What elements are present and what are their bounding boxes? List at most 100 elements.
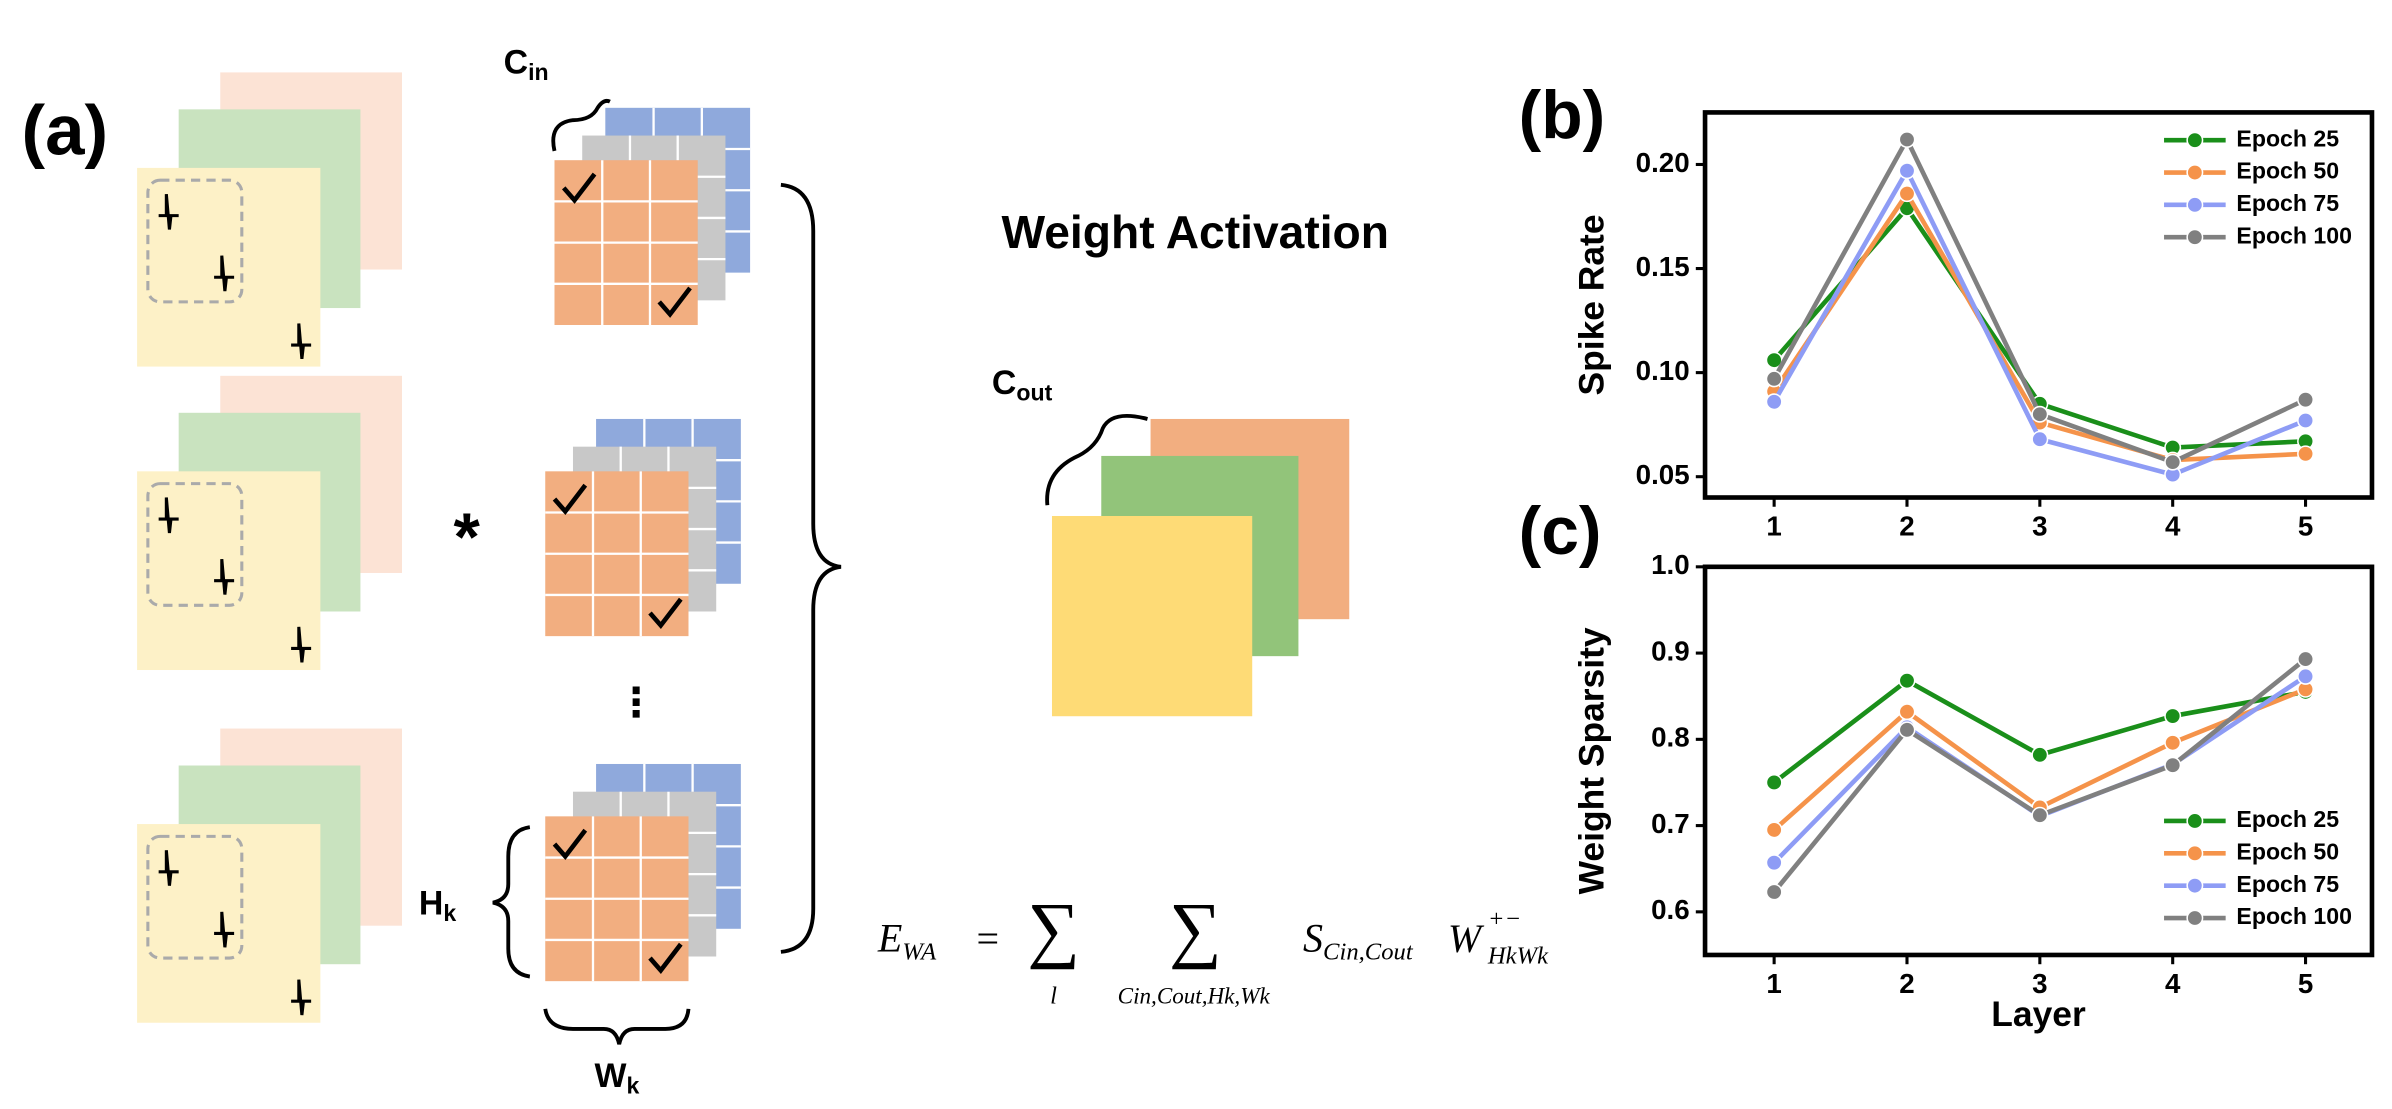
- spike-icon: [214, 911, 235, 948]
- label-base: C: [992, 364, 1016, 402]
- data-point: [2297, 445, 2315, 463]
- data-point: [2164, 756, 2182, 774]
- data-point: [1765, 351, 1783, 369]
- brace: [1045, 413, 1148, 506]
- check-mark: [552, 828, 588, 861]
- legend-label: Epoch 100: [2236, 903, 2352, 929]
- data-point: [1898, 703, 1916, 721]
- legend-label: Epoch 25: [2236, 125, 2339, 151]
- x-tick-label: 3: [2032, 968, 2047, 999]
- feature-map: [137, 167, 321, 367]
- y-tick-label: 0.9: [1651, 635, 1690, 666]
- y-axis-label: Weight Sparsity: [1572, 627, 1612, 894]
- y-tick-label: 0.8: [1651, 722, 1690, 753]
- x-tick-label: 1: [1766, 511, 1781, 542]
- legend-label: Epoch 50: [2236, 838, 2339, 864]
- output-map: [1051, 515, 1253, 717]
- spike-icon: [214, 558, 235, 595]
- legend-label: Epoch 100: [2236, 222, 2352, 248]
- data-point: [2297, 412, 2315, 429]
- data-point: [1765, 883, 1783, 901]
- receptive-field: [146, 178, 244, 304]
- sum-index: Cin,Cout,Hk,Wk: [1118, 982, 1271, 1008]
- superscript: +−: [1488, 906, 1521, 933]
- brace: [780, 182, 842, 954]
- legend-label: Epoch 75: [2236, 871, 2339, 897]
- ellipsis: ⋮: [616, 681, 656, 725]
- sum-index: l: [1050, 983, 1057, 1010]
- data-point: [2031, 746, 2049, 764]
- subscript: Cin,Cout: [1323, 938, 1414, 965]
- check-mark: [648, 942, 683, 975]
- data-point: [2031, 430, 2049, 448]
- formula-term: W: [1448, 916, 1485, 961]
- x-tick-label: 3: [2032, 511, 2047, 542]
- data-point: [1898, 185, 1916, 203]
- x-tick-label: 5: [2298, 511, 2313, 542]
- receptive-field: [146, 834, 244, 960]
- label-sub: in: [528, 59, 549, 85]
- legend-swatch-marker: [2186, 228, 2204, 246]
- x-tick-label: 1: [1766, 968, 1781, 999]
- legend-swatch-marker: [2186, 131, 2204, 149]
- subscript: HkWk: [1487, 943, 1549, 970]
- legend-label: Epoch 50: [2236, 158, 2339, 184]
- data-point: [2164, 707, 2182, 725]
- data-point: [2297, 667, 2315, 685]
- check-mark: [648, 597, 683, 629]
- data-point: [2297, 650, 2315, 668]
- legend-label: Epoch 25: [2236, 806, 2339, 832]
- formula-term: SCin,Cout: [1303, 916, 1414, 965]
- formula-lhs: EWA: [877, 916, 937, 965]
- data-point: [1765, 821, 1783, 839]
- check-mark: [552, 483, 588, 516]
- y-tick-label: 0.6: [1651, 894, 1690, 925]
- data-point: [1765, 393, 1783, 411]
- spike-icon: [158, 193, 179, 230]
- data-point: [2164, 453, 2182, 471]
- brace: [543, 1008, 691, 1045]
- data-point: [2031, 405, 2049, 423]
- check-mark: [561, 172, 597, 204]
- h-k-label: Hk: [419, 885, 456, 926]
- spike-icon: [158, 497, 179, 534]
- symbol: E: [877, 916, 902, 961]
- check-mark: [657, 286, 692, 318]
- label-sub: k: [627, 1073, 640, 1099]
- label-base: W: [595, 1057, 627, 1095]
- x-tick-label: 4: [2165, 511, 2181, 542]
- sum-symbol: ∑: [1169, 887, 1222, 969]
- legend-swatch-marker: [2186, 812, 2204, 830]
- y-axis-label: Spike Rate: [1572, 214, 1612, 395]
- line-chart: 0.6 0.7 0.8 0.9 1.0 1 2 3 4 5 Weight Sparsity Layer…: [1572, 549, 2375, 1034]
- legend-swatch-marker: [2186, 877, 2204, 895]
- x-tick-label: 5: [2298, 968, 2313, 999]
- legend-label: Epoch 75: [2236, 190, 2339, 216]
- x-tick-label: 2: [1899, 511, 1914, 542]
- label-base: H: [419, 885, 443, 923]
- symbol: S: [1303, 916, 1323, 961]
- diagram: [137, 72, 1350, 1045]
- data-point: [1898, 131, 1916, 148]
- y-tick-label: 0.15: [1636, 251, 1690, 282]
- feature-map: [137, 824, 321, 1023]
- data-point: [2164, 734, 2182, 752]
- sum-symbol: ∑: [1027, 887, 1080, 969]
- y-tick-label: 1.0: [1651, 549, 1690, 580]
- y-tick-label: 0.7: [1651, 808, 1690, 839]
- data-point: [1898, 162, 1916, 180]
- brace: [551, 98, 611, 152]
- spike-icon: [291, 323, 312, 360]
- legend-swatch-marker: [2186, 844, 2204, 862]
- y-tick-label: 0.10: [1636, 355, 1690, 386]
- diagram-title: Weight Activation: [1001, 206, 1388, 258]
- label-sub: out: [1016, 379, 1052, 405]
- c-in-label: Cin: [504, 44, 549, 85]
- label-sub: k: [443, 900, 456, 926]
- spike-icon: [158, 850, 179, 886]
- formula: EWA = ∑ l ∑ Cin,Cout,Hk,Wk SCin,Cout W +…: [877, 887, 1549, 1009]
- panel-label: (a): [22, 91, 109, 170]
- panel-label: (b): [1519, 78, 1606, 153]
- receptive-field: [146, 482, 244, 607]
